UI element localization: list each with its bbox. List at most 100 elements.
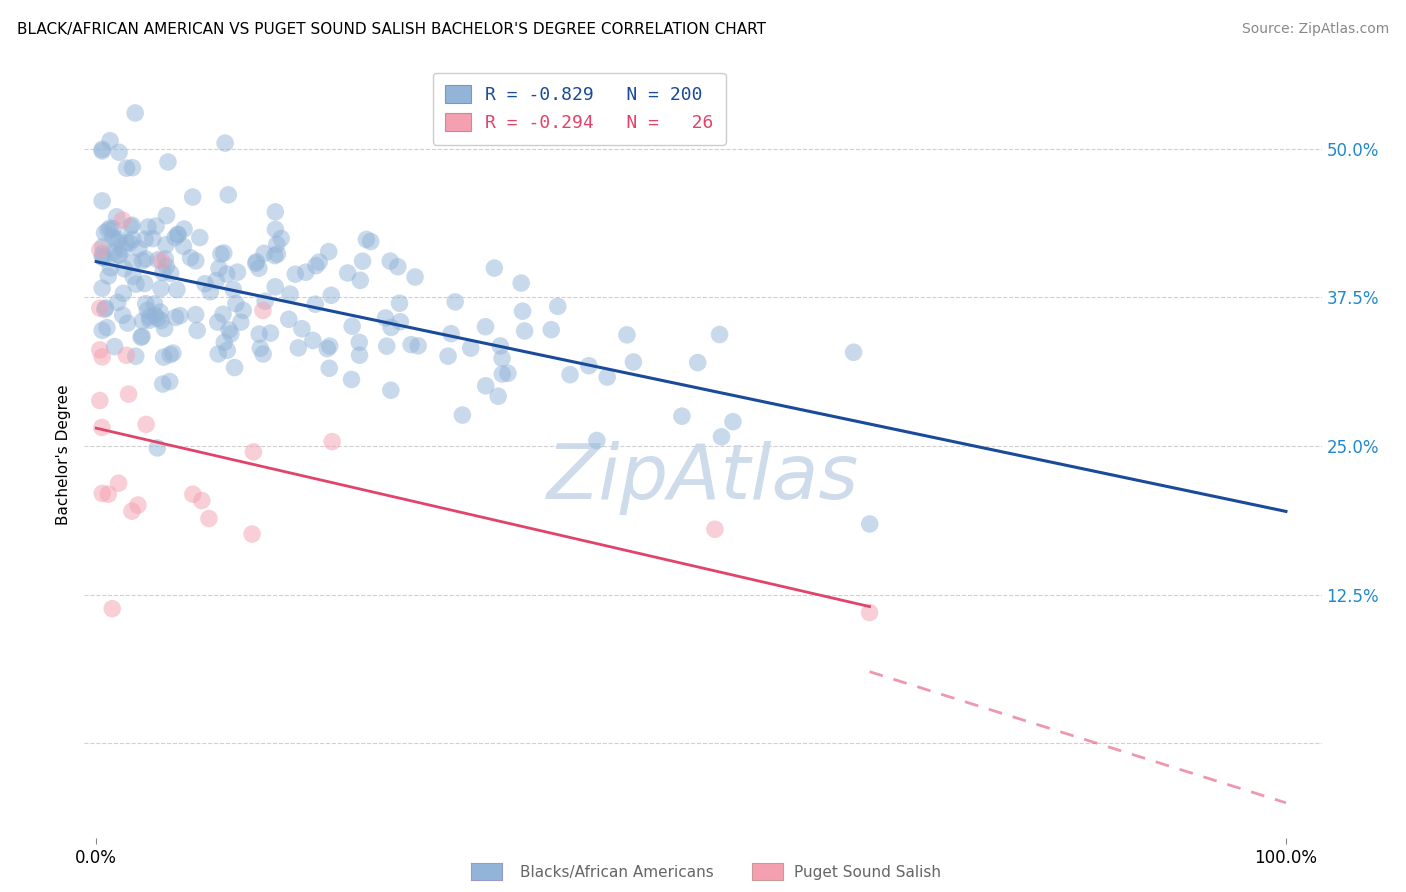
Point (444, 294, 467, 309)
Point (215, 267, 238, 281)
Point (558, 368, 581, 382)
Point (547, 299, 569, 313)
Point (207, 315, 229, 329)
Point (510, 276, 533, 290)
Text: Puget Sound Salish: Puget Sound Salish (794, 865, 942, 880)
Point (513, 324, 536, 338)
Point (93, 251, 115, 265)
Point (135, 296, 157, 310)
Point (117, 387, 139, 401)
Point (112, 242, 135, 256)
Point (166, 283, 188, 297)
Point (91, 486, 114, 500)
Point (90, 420, 112, 434)
Point (709, 327, 731, 342)
Point (91, 323, 114, 337)
Point (181, 190, 204, 204)
Point (540, 323, 562, 337)
Point (387, 260, 409, 274)
Point (136, 303, 159, 318)
Point (89, 343, 111, 357)
Point (270, 231, 292, 245)
Point (107, 476, 129, 491)
Point (159, 348, 181, 362)
Point (266, 247, 288, 261)
Point (146, 252, 169, 267)
Point (352, 254, 374, 268)
Point (180, 251, 202, 265)
Point (388, 296, 411, 310)
Point (149, 305, 172, 319)
Point (484, 261, 506, 276)
Point (336, 266, 359, 280)
Point (249, 341, 271, 355)
Point (134, 232, 156, 246)
Point (222, 282, 245, 296)
Point (152, 266, 174, 280)
Point (117, 316, 139, 330)
Point (254, 294, 277, 309)
Point (97, 487, 120, 501)
Point (208, 261, 231, 276)
Point (278, 287, 301, 301)
Point (474, 379, 496, 393)
Point (91, 350, 114, 364)
Point (93, 226, 115, 240)
Point (404, 270, 426, 285)
Point (209, 247, 232, 261)
Point (585, 434, 607, 448)
Point (146, 441, 169, 455)
Point (146, 311, 169, 326)
Point (496, 366, 519, 380)
Point (111, 308, 134, 322)
Point (150, 281, 173, 295)
Point (173, 239, 195, 253)
Point (437, 349, 460, 363)
Point (131, 314, 153, 328)
Point (108, 145, 131, 160)
Point (318, 244, 340, 259)
Point (194, 277, 217, 291)
Point (214, 136, 236, 150)
Point (259, 326, 281, 340)
Point (399, 337, 422, 351)
Point (242, 445, 264, 459)
Point (375, 339, 398, 353)
Point (91, 142, 114, 156)
Point (200, 285, 222, 299)
Point (159, 266, 181, 280)
Point (356, 232, 378, 246)
Point (98, 134, 121, 148)
Point (340, 372, 363, 386)
Point (491, 367, 513, 381)
Point (318, 339, 340, 353)
Point (191, 493, 214, 508)
Point (91, 246, 114, 260)
Point (225, 296, 247, 310)
Point (159, 375, 181, 389)
Point (136, 220, 159, 235)
Point (124, 106, 146, 120)
Point (135, 417, 157, 432)
Point (105, 210, 128, 224)
Y-axis label: Bachelor's Degree: Bachelor's Degree (56, 384, 72, 525)
Point (105, 235, 128, 249)
Point (205, 274, 228, 288)
Point (131, 329, 153, 343)
Text: BLACK/AFRICAN AMERICAN VS PUGET SOUND SALISH BACHELOR'S DEGREE CORRELATION CHART: BLACK/AFRICAN AMERICAN VS PUGET SOUND SA… (17, 22, 766, 37)
Point (142, 232, 165, 246)
Point (150, 313, 173, 327)
Point (108, 232, 131, 246)
Point (115, 235, 138, 250)
Point (89, 393, 111, 408)
Point (304, 297, 326, 311)
Point (217, 343, 239, 358)
Point (127, 498, 149, 512)
Point (451, 408, 474, 422)
Point (247, 261, 270, 276)
Point (858, 606, 880, 620)
Point (321, 288, 343, 302)
Point (252, 303, 274, 318)
Point (277, 312, 299, 326)
Point (721, 415, 744, 429)
